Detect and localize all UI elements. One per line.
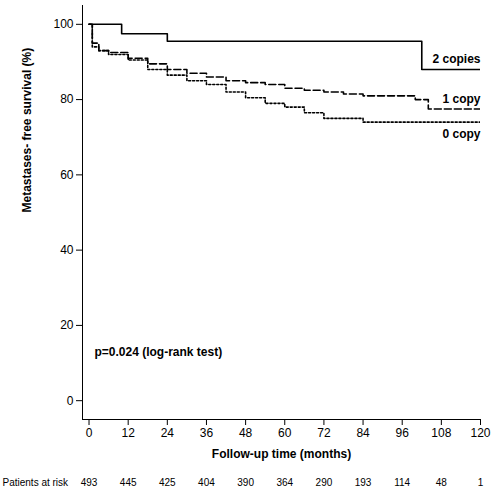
svg-text:60: 60 bbox=[278, 426, 292, 440]
svg-text:114: 114 bbox=[394, 477, 410, 488]
svg-text:108: 108 bbox=[431, 426, 451, 440]
svg-text:390: 390 bbox=[237, 477, 254, 488]
svg-text:24: 24 bbox=[161, 426, 175, 440]
svg-text:100: 100 bbox=[53, 17, 73, 31]
svg-text:2 copies: 2 copies bbox=[432, 52, 480, 66]
svg-text:290: 290 bbox=[316, 477, 333, 488]
svg-text:0: 0 bbox=[86, 426, 93, 440]
svg-text:0 copy: 0 copy bbox=[442, 127, 480, 141]
svg-text:12: 12 bbox=[121, 426, 135, 440]
svg-text:36: 36 bbox=[200, 426, 214, 440]
svg-text:1 copy: 1 copy bbox=[442, 92, 480, 106]
svg-text:80: 80 bbox=[60, 92, 74, 106]
svg-text:1: 1 bbox=[478, 477, 484, 488]
svg-text:404: 404 bbox=[198, 477, 215, 488]
svg-text:20: 20 bbox=[60, 318, 74, 332]
svg-text:48: 48 bbox=[239, 426, 253, 440]
svg-text:96: 96 bbox=[396, 426, 410, 440]
svg-text:Patients at risk: Patients at risk bbox=[3, 477, 70, 488]
svg-text:60: 60 bbox=[60, 168, 74, 182]
svg-text:120: 120 bbox=[470, 426, 490, 440]
svg-text:0: 0 bbox=[67, 394, 74, 408]
svg-text:40: 40 bbox=[60, 243, 74, 257]
svg-text:Follow-up time (months): Follow-up time (months) bbox=[212, 447, 351, 461]
svg-text:48: 48 bbox=[436, 477, 448, 488]
svg-text:193: 193 bbox=[355, 477, 372, 488]
svg-text:72: 72 bbox=[317, 426, 331, 440]
svg-text:p=0.024 (log-rank test): p=0.024 (log-rank test) bbox=[95, 345, 223, 359]
svg-text:493: 493 bbox=[81, 477, 98, 488]
svg-text:364: 364 bbox=[276, 477, 293, 488]
svg-text:84: 84 bbox=[356, 426, 370, 440]
svg-text:445: 445 bbox=[120, 477, 137, 488]
svg-text:Metastases- free survival (%): Metastases- free survival (%) bbox=[20, 48, 34, 213]
svg-text:425: 425 bbox=[159, 477, 176, 488]
